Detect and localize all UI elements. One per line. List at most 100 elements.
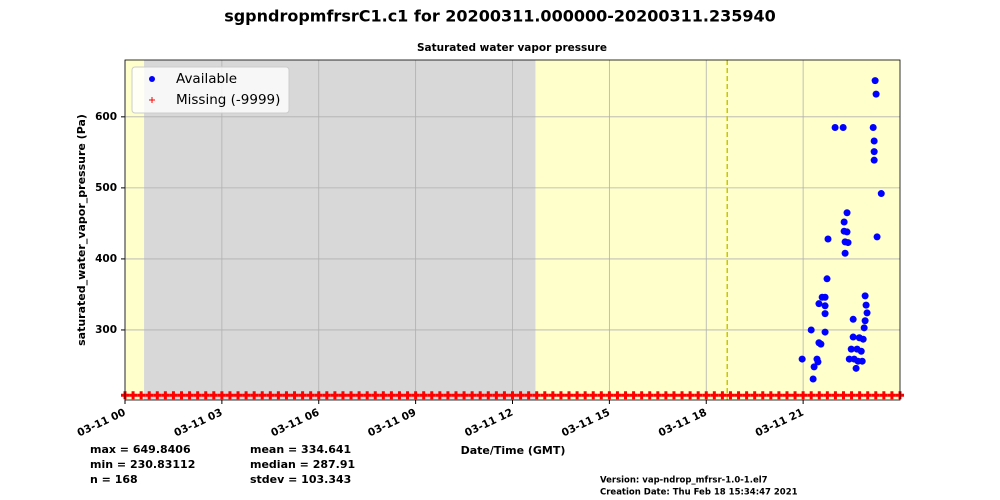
y-tick-label: 400 <box>95 253 117 265</box>
data-point <box>841 249 849 257</box>
missing-marker <box>532 391 541 400</box>
missing-marker <box>855 391 864 400</box>
missing-marker <box>129 391 138 400</box>
data-point <box>821 293 829 301</box>
missing-marker <box>589 391 598 400</box>
missing-marker <box>153 391 162 400</box>
missing-marker <box>379 391 388 400</box>
missing-marker <box>282 391 291 400</box>
x-tick-label: 03-11 00 <box>75 407 127 440</box>
legend-label: Missing (-9999) <box>176 92 280 108</box>
legend-label: Available <box>176 71 237 87</box>
missing-marker <box>451 391 460 400</box>
missing-marker <box>500 391 509 400</box>
missing-marker <box>791 391 800 400</box>
missing-marker <box>605 391 614 400</box>
missing-marker <box>250 391 259 400</box>
data-point <box>870 137 878 145</box>
missing-marker <box>782 391 791 400</box>
missing-marker <box>774 391 783 400</box>
missing-marker <box>193 391 202 400</box>
missing-marker <box>476 391 485 400</box>
missing-marker <box>734 391 743 400</box>
data-point <box>877 190 885 198</box>
x-tick-label: 03-11 06 <box>269 407 321 440</box>
missing-marker <box>145 391 154 400</box>
data-point <box>873 233 881 241</box>
stat-text: mean = 334.641 <box>250 443 351 456</box>
missing-marker <box>217 391 226 400</box>
missing-marker <box>847 391 856 400</box>
missing-marker <box>637 391 646 400</box>
data-point <box>869 123 877 131</box>
data-point <box>844 239 852 247</box>
missing-marker <box>823 391 832 400</box>
data-point <box>847 345 855 353</box>
y-tick-label: 500 <box>95 182 117 194</box>
missing-marker <box>613 391 622 400</box>
missing-marker <box>508 391 517 400</box>
missing-marker <box>411 391 420 400</box>
missing-marker <box>815 391 824 400</box>
chart-title: sgpndropmfrsrC1.c1 for 20200311.000000-2… <box>224 7 776 26</box>
missing-marker <box>443 391 452 400</box>
data-point <box>814 358 822 366</box>
missing-marker <box>799 391 808 400</box>
data-point <box>815 300 823 308</box>
missing-marker <box>306 391 315 400</box>
missing-marker <box>597 391 606 400</box>
stat-text: median = 287.91 <box>250 458 355 471</box>
missing-marker <box>887 391 896 400</box>
missing-marker <box>581 391 590 400</box>
missing-marker <box>290 391 299 400</box>
data-point <box>843 209 851 217</box>
missing-marker <box>565 391 574 400</box>
data-point <box>852 364 860 372</box>
missing-marker <box>831 391 840 400</box>
missing-marker <box>330 391 339 400</box>
data-point <box>863 309 871 317</box>
missing-marker <box>573 391 582 400</box>
legend: Available Missing (-9999) <box>131 66 290 114</box>
missing-marker <box>363 391 372 400</box>
data-point <box>810 363 818 371</box>
y-axis-label: saturated_water_vapor_pressure (Pa) <box>75 114 88 346</box>
missing-marker <box>460 391 469 400</box>
x-tick-label: 03-11 03 <box>172 407 224 440</box>
missing-marker <box>742 391 751 400</box>
x-tick-label: 03-11 09 <box>366 407 418 440</box>
missing-marker <box>871 391 880 400</box>
stat-text: max = 649.8406 <box>90 443 191 456</box>
missing-marker <box>766 391 775 400</box>
missing-marker <box>556 391 565 400</box>
missing-marker <box>137 391 146 400</box>
missing-marker <box>484 391 493 400</box>
y-tick-label: 300 <box>95 324 117 336</box>
missing-marker <box>258 391 267 400</box>
data-point <box>821 302 829 310</box>
missing-marker <box>403 391 412 400</box>
data-point <box>870 148 878 156</box>
x-tick-label: 03-11 12 <box>463 407 515 440</box>
missing-marker <box>524 391 533 400</box>
missing-marker <box>266 391 275 400</box>
missing-marker <box>669 391 678 400</box>
missing-marker <box>161 391 170 400</box>
missing-marker <box>653 391 662 400</box>
missing-marker <box>298 391 307 400</box>
stat-text: min = 230.83112 <box>90 458 195 471</box>
data-point <box>871 77 879 85</box>
data-point <box>823 275 831 283</box>
data-point <box>821 328 829 336</box>
missing-marker <box>177 391 186 400</box>
missing-marker <box>468 391 477 400</box>
data-point <box>861 292 869 300</box>
x-tick-label: 03-11 15 <box>560 407 612 440</box>
data-point <box>849 333 857 341</box>
stat-text: n = 168 <box>90 473 138 486</box>
data-point <box>845 355 853 363</box>
missing-marker <box>621 391 630 400</box>
data-point <box>831 123 839 131</box>
